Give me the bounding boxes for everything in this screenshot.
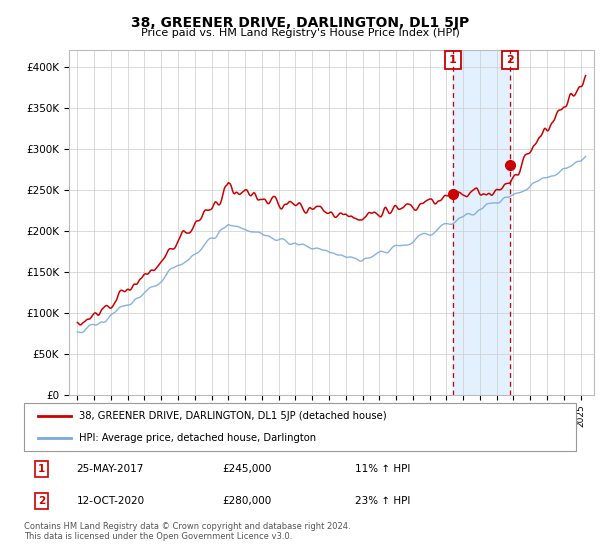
Text: 2: 2 [38, 496, 45, 506]
Text: £245,000: £245,000 [223, 464, 272, 474]
Text: 1: 1 [38, 464, 45, 474]
Text: 11% ↑ HPI: 11% ↑ HPI [355, 464, 410, 474]
Text: 12-OCT-2020: 12-OCT-2020 [76, 496, 145, 506]
Text: 38, GREENER DRIVE, DARLINGTON, DL1 5JP (detached house): 38, GREENER DRIVE, DARLINGTON, DL1 5JP (… [79, 411, 387, 421]
FancyBboxPatch shape [24, 403, 576, 451]
Text: HPI: Average price, detached house, Darlington: HPI: Average price, detached house, Darl… [79, 433, 316, 443]
Text: Price paid vs. HM Land Registry's House Price Index (HPI): Price paid vs. HM Land Registry's House … [140, 28, 460, 38]
Text: Contains HM Land Registry data © Crown copyright and database right 2024.
This d: Contains HM Land Registry data © Crown c… [24, 522, 350, 542]
Text: 1: 1 [449, 55, 457, 66]
Text: 2: 2 [506, 55, 514, 66]
Bar [453, 50, 510, 395]
Text: 25-MAY-2017: 25-MAY-2017 [76, 464, 144, 474]
Text: £280,000: £280,000 [223, 496, 272, 506]
Text: 38, GREENER DRIVE, DARLINGTON, DL1 5JP: 38, GREENER DRIVE, DARLINGTON, DL1 5JP [131, 16, 469, 30]
Text: 23% ↑ HPI: 23% ↑ HPI [355, 496, 410, 506]
